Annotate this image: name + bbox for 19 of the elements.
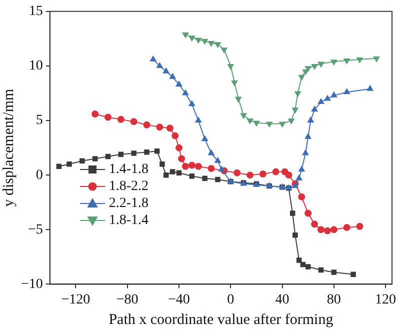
y-tick-label: 15 [28,4,43,20]
y-tick-label: 10 [28,58,43,74]
x-tick-label: 80 [326,292,341,308]
x-tick-label: −40 [168,292,190,308]
legend-label: 1.8-1.4 [108,212,149,230]
legend-label: 2.2-1.8 [108,195,149,212]
y-tick-label: 5 [36,113,43,128]
x-tick-label: 120 [375,292,396,308]
x-tick-label: −120 [61,292,90,308]
legend-label: 1.4-1.8 [108,161,149,178]
x-tick-label: 40 [275,292,290,308]
legend-label: 1.8-2.2 [108,178,149,196]
y-axis-title: y displacement/mm [0,88,17,207]
y-tick-label: −10 [20,276,43,292]
x-axis-title: Path x coordinate value after forming [108,312,334,328]
y-tick-label: −5 [28,222,43,238]
x-tick-label: 0 [227,292,234,308]
x-tick-label: −80 [116,292,138,308]
y-tick-label: 0 [36,168,43,183]
